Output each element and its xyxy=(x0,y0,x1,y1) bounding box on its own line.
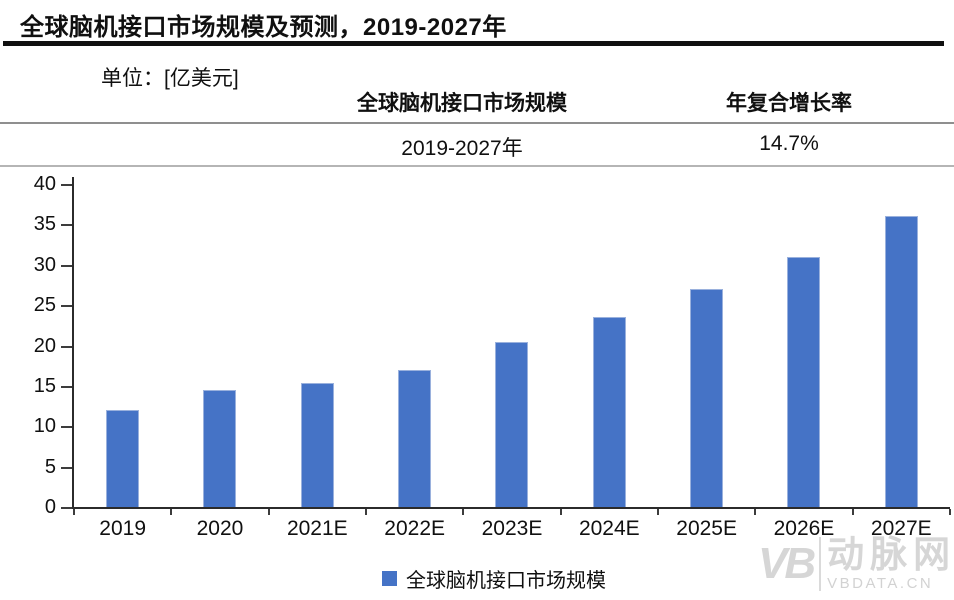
x-tick xyxy=(267,509,270,515)
bar-slot-2023E xyxy=(463,184,560,507)
bar-2022E xyxy=(398,369,432,507)
page-title: 全球脑机接口市场规模及预测，2019-2027年 xyxy=(20,14,507,41)
table-rule-bottom xyxy=(0,165,954,167)
x-axis-label-2024E: 2024E xyxy=(578,517,640,540)
x-axis-line xyxy=(62,507,950,509)
bar-slot-2026E xyxy=(755,184,852,507)
y-axis-line xyxy=(72,177,74,509)
table-header-cagr: 年复合增长率 xyxy=(726,92,852,115)
x-tick xyxy=(657,509,659,515)
x-tick xyxy=(559,509,562,515)
bar-2019 xyxy=(106,410,140,507)
chart-legend: 全球脑机接口市场规模 xyxy=(0,564,954,593)
watermark-text: 动脉网 VBDATA.CN xyxy=(827,534,954,592)
bar-slot-2019 xyxy=(74,184,171,507)
table-value-period: 2019-2027年 xyxy=(401,137,523,160)
x-tick xyxy=(949,509,951,515)
legend-swatch-icon xyxy=(382,571,397,586)
y-axis-label: 0 xyxy=(44,496,56,518)
bar-2026E xyxy=(787,256,821,507)
legend-label: 全球脑机接口市场规模 xyxy=(406,570,606,592)
x-tick xyxy=(462,509,465,515)
x-axis-label-2019: 2019 xyxy=(99,517,147,540)
y-tick xyxy=(61,184,72,186)
x-axis-labels: 2019 2020 2021E 2022E 2023E 2024E 2025E 2026E 20… xyxy=(74,517,950,541)
watermark-brand-name: 动脉网 xyxy=(827,534,954,576)
watermark-domain: VBDATA.CN xyxy=(827,574,934,592)
bar-slot-2022E xyxy=(366,184,463,507)
x-axis-label-2026E: 2026E xyxy=(773,517,835,540)
y-tick xyxy=(61,466,72,469)
table-rule-top xyxy=(0,122,954,124)
title-underline-rule xyxy=(3,41,944,46)
table-header-market-size: 全球脑机接口市场规模 xyxy=(357,92,567,115)
x-axis-label-2027E: 2027E xyxy=(870,517,932,540)
table-value-cagr: 14.7% xyxy=(759,132,819,155)
bar-slot-2024E xyxy=(561,184,658,507)
x-tick xyxy=(754,509,757,515)
bar-2021E xyxy=(300,382,334,507)
bar-2020 xyxy=(203,389,237,507)
vbdata-logo-icon: VB xyxy=(758,539,816,588)
x-tick xyxy=(170,509,173,515)
bar-slot-2025E xyxy=(658,184,755,507)
x-axis-label-2021E: 2021E xyxy=(286,517,348,540)
y-axis-label: 40 xyxy=(33,173,56,195)
y-tick xyxy=(61,385,72,388)
y-axis-label: 30 xyxy=(33,253,56,276)
y-tick xyxy=(61,345,72,348)
x-tick xyxy=(73,509,75,515)
y-tick xyxy=(61,305,72,308)
x-axis-label-2022E: 2022E xyxy=(384,517,446,540)
bar-2023E xyxy=(495,342,529,507)
bar-2025E xyxy=(690,288,724,507)
x-tick xyxy=(851,509,854,515)
y-tick xyxy=(61,224,72,227)
y-axis-label: 25 xyxy=(33,294,56,317)
y-axis-label: 15 xyxy=(33,374,56,397)
x-axis-label-2023E: 2023E xyxy=(481,517,543,540)
x-tick xyxy=(365,509,367,515)
y-axis-label: 10 xyxy=(33,415,56,438)
bar-2024E xyxy=(592,317,626,507)
bar-slot-2021E xyxy=(269,184,366,507)
bar-slot-2020 xyxy=(171,184,268,507)
y-tick xyxy=(61,507,72,509)
y-axis-label: 20 xyxy=(33,334,56,357)
bar-slot-2027E xyxy=(853,184,950,507)
vbdata-watermark: VB 动脉网 VBDATA.CN xyxy=(758,531,954,597)
y-tick xyxy=(61,426,72,429)
watermark-divider xyxy=(819,537,822,591)
bar-2027E xyxy=(884,216,918,507)
unit-label: 单位：[亿美元] xyxy=(101,67,239,90)
y-tick xyxy=(61,264,72,267)
y-axis-label: 35 xyxy=(33,213,56,236)
x-axis-label-2020: 2020 xyxy=(196,517,244,540)
y-axis-label: 5 xyxy=(44,455,56,478)
bar-plot-area xyxy=(74,184,950,507)
x-axis-label-2025E: 2025E xyxy=(676,517,737,540)
